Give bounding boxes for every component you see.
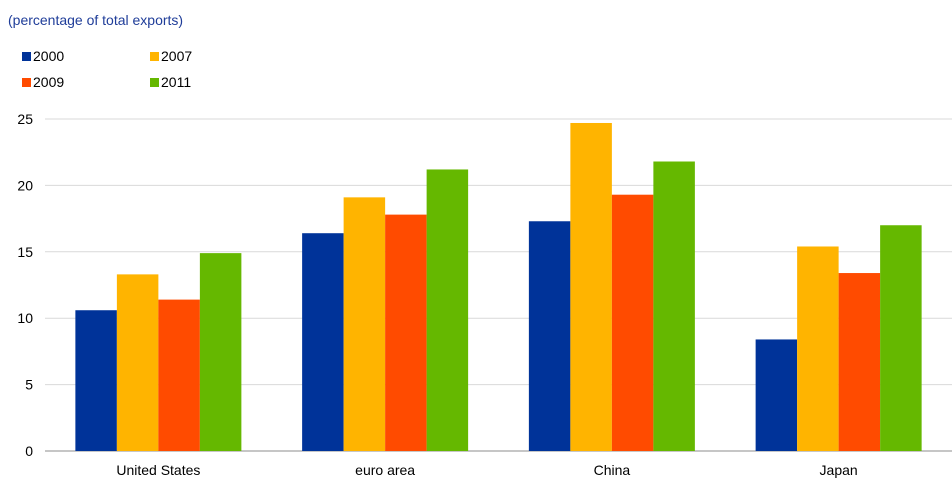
- legend-swatch-2000: [22, 52, 31, 61]
- bar-2000-china: [528, 221, 571, 451]
- x-axis: United States euro area China Japan: [116, 462, 857, 478]
- bar-2009-euro-area: [385, 214, 427, 451]
- bar-2007-euro-area: [343, 197, 386, 451]
- y-tick-label: 5: [25, 377, 33, 393]
- bar-2011-china: [653, 161, 695, 451]
- bar-2007-china: [570, 122, 612, 451]
- bar-2000-united-states: [75, 310, 117, 451]
- y-tick-label: 20: [17, 177, 33, 193]
- legend-label-2011: 2011: [161, 74, 191, 90]
- y-tick-label: 15: [17, 244, 33, 260]
- y-axis: 0 5 10 15 20 25: [17, 111, 33, 459]
- legend-swatch-2007: [150, 52, 159, 61]
- bar-2007-united-states: [116, 274, 159, 451]
- x-tick-label: United States: [116, 462, 200, 478]
- y-tick-label: 25: [17, 111, 33, 127]
- bars: [75, 122, 922, 452]
- bar-2009-united-states: [158, 299, 200, 451]
- y-tick-label: 10: [17, 310, 33, 326]
- legend-label-2007: 2007: [161, 48, 192, 64]
- bar-2007-japan: [797, 246, 839, 451]
- bar-2009-china: [611, 194, 654, 452]
- bar-2009-japan: [838, 273, 881, 451]
- legend-swatch-2009: [22, 78, 31, 87]
- bar-2011-japan: [880, 225, 922, 451]
- chart-subtitle: (percentage of total exports): [8, 12, 183, 28]
- y-tick-label: 0: [25, 443, 33, 459]
- x-tick-label: China: [594, 462, 631, 478]
- bar-2011-euro-area: [426, 169, 469, 452]
- bar-2000-euro-area: [302, 233, 344, 451]
- x-tick-label: Japan: [820, 462, 858, 478]
- legend-label-2009: 2009: [33, 74, 64, 90]
- x-tick-label: euro area: [355, 462, 415, 478]
- legend: 2000 2007 2009 2011: [22, 48, 192, 90]
- bar-2011-united-states: [199, 253, 242, 451]
- legend-label-2000: 2000: [33, 48, 64, 64]
- legend-swatch-2011: [150, 78, 159, 87]
- bar-2000-japan: [755, 339, 798, 451]
